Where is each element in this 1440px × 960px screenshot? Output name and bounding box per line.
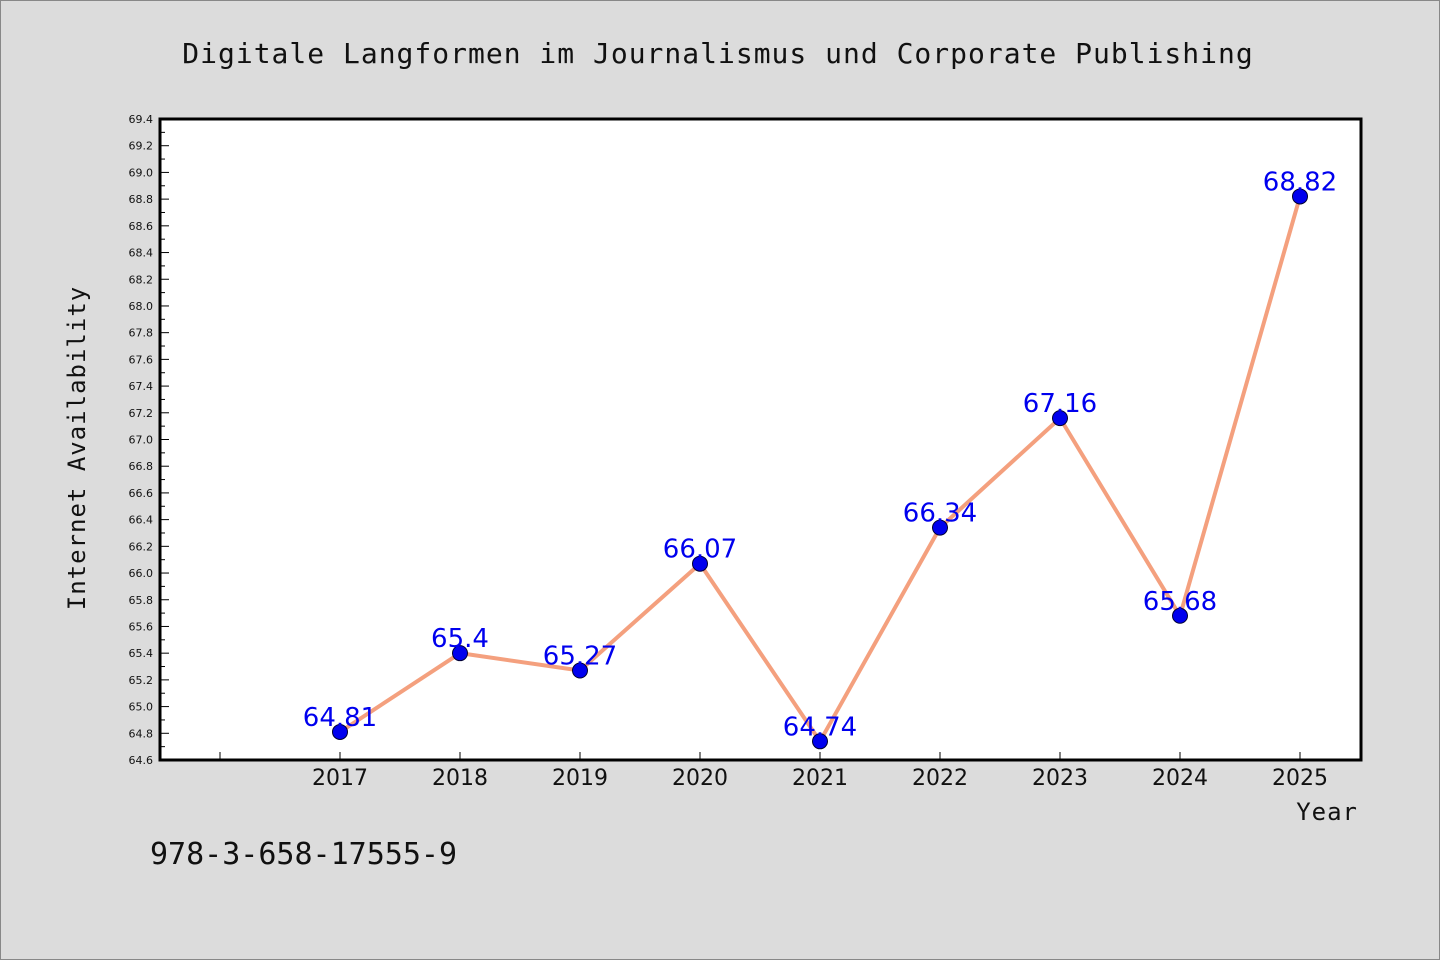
chart-title: Digitale Langformen im Journalismus und … (182, 37, 1253, 70)
x-tick-label: 2025 (1272, 766, 1328, 791)
x-tick-label: 2024 (1152, 766, 1208, 791)
y-tick-label: 67.2 (129, 407, 154, 420)
data-point[interactable] (1172, 607, 1188, 624)
y-tick-label: 64.8 (129, 727, 154, 740)
data-label: 65.27 (543, 642, 617, 672)
y-axis: 64.6 64.8 65.0 65.2 65.4 65.6 65.8 66.0 66.2 66.4… (129, 113, 169, 767)
data-label: 66.07 (663, 535, 737, 565)
series-layer: 64.81 65.4 65.27 66.07 64.74 66.34 67.16 65.68 6… (303, 167, 1337, 750)
y-tick-label: 66.8 (129, 460, 154, 473)
data-label: 65.4 (431, 624, 489, 654)
data-point[interactable] (812, 733, 828, 750)
y-tick-label: 66.0 (129, 567, 154, 580)
y-tick-label: 68.6 (129, 220, 154, 233)
data-label: 65.68 (1143, 587, 1217, 617)
y-tick-label: 65.4 (129, 647, 154, 660)
data-label: 67.16 (1023, 389, 1097, 419)
data-point[interactable] (332, 723, 348, 740)
y-tick-label: 68.8 (129, 193, 154, 206)
y-tick-label: 64.6 (129, 754, 154, 767)
data-label: 66.34 (903, 499, 977, 529)
x-tick-label: 2021 (792, 766, 848, 791)
x-tick-label: 2023 (1032, 766, 1088, 791)
isbn-text: 978-3-658-17555-9 (150, 837, 457, 872)
y-axis-label: Internet Availability (63, 286, 91, 610)
data-point[interactable] (1292, 188, 1308, 205)
y-tick-label: 69.4 (129, 113, 154, 126)
y-tick-label: 66.4 (129, 514, 154, 527)
data-label: 64.74 (783, 712, 857, 742)
data-point[interactable] (572, 662, 588, 679)
y-tick-label: 68.0 (129, 300, 154, 313)
y-tick-label: 67.8 (129, 327, 154, 340)
x-tick-label: 2019 (552, 766, 608, 791)
y-tick-label: 66.6 (129, 487, 154, 500)
data-point[interactable] (692, 555, 708, 572)
y-tick-label: 65.2 (129, 674, 154, 687)
y-tick-label: 68.4 (129, 247, 154, 260)
x-tick-label: 2017 (312, 766, 368, 791)
y-tick-label: 67.0 (129, 434, 154, 447)
y-tick-label: 66.2 (129, 540, 154, 553)
y-tick-label: 69.2 (129, 140, 154, 153)
data-label: 64.81 (303, 703, 377, 733)
x-tick-label: 2020 (672, 766, 728, 791)
x-axis-label: Year (1296, 798, 1358, 826)
x-axis: 2017 2018 2019 2020 2021 2022 2023 2024 2025 (219, 752, 1328, 791)
y-tick-label: 67.6 (129, 353, 154, 366)
y-tick-label: 65.6 (129, 620, 154, 633)
y-tick-label: 67.4 (129, 380, 154, 393)
y-tick-label: 65.0 (129, 701, 154, 714)
plot-area (158, 117, 1363, 762)
y-tick-label: 68.2 (129, 273, 154, 286)
data-label: 68.82 (1263, 167, 1337, 197)
x-tick-label: 2018 (432, 766, 488, 791)
data-point[interactable] (452, 645, 468, 662)
x-tick-label: 2022 (912, 766, 968, 791)
data-point[interactable] (932, 519, 948, 536)
data-point[interactable] (1052, 410, 1068, 427)
y-tick-label: 69.0 (129, 166, 154, 179)
y-tick-label: 65.8 (129, 594, 154, 607)
